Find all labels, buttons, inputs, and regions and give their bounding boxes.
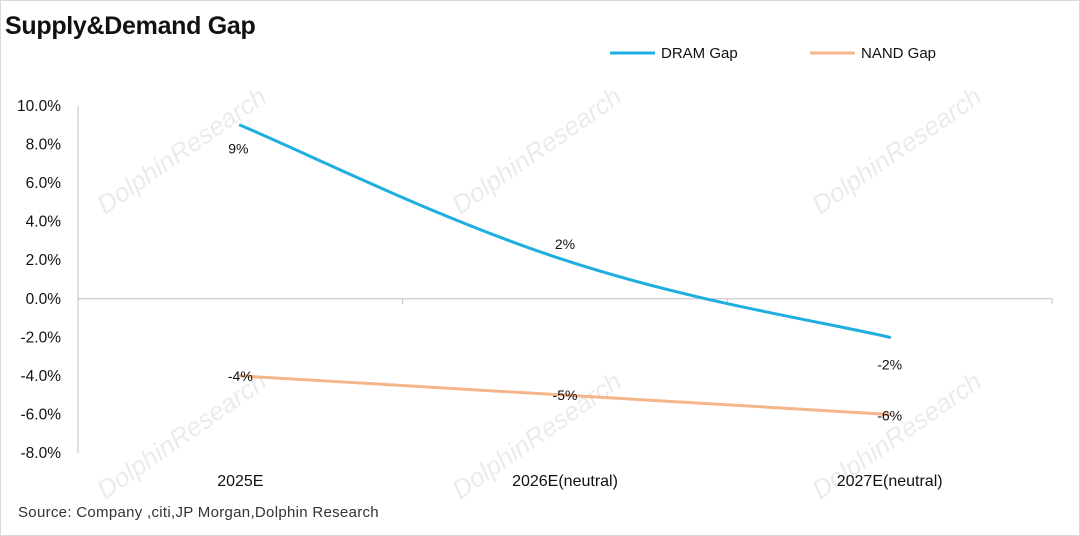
data-labels: 9% 2% -2% -4% -5% -6% (228, 140, 902, 423)
watermark-layer: DolphinResearch DolphinResearch DolphinRes… (91, 81, 987, 500)
legend-label: DRAM Gap (661, 45, 738, 62)
y-tick-label: 8.0% (26, 137, 62, 154)
data-label: 9% (228, 140, 248, 156)
y-tick-label: 2.0% (26, 252, 62, 269)
x-tick-label: 2027E(neutral) (837, 473, 943, 490)
chart-title: Supply&Demand Gap (5, 12, 256, 40)
series-line-nand-gap (238, 374, 892, 416)
y-tick-label: -4.0% (21, 368, 62, 385)
data-label: -6% (877, 407, 902, 423)
legend: DRAM Gap NAND Gap (610, 45, 936, 62)
data-label: -5% (553, 387, 578, 403)
source-note: Source: Company ,citi,JP Morgan,Dolphin … (18, 504, 379, 521)
series-layer (238, 123, 892, 416)
x-axis-ticks: 2025E 2026E(neutral) 2027E(neutral) (217, 473, 942, 490)
y-tick-label: 4.0% (26, 214, 62, 231)
data-label: -4% (228, 368, 253, 384)
watermark-text: DolphinResearch (446, 81, 627, 220)
line-chart: DolphinResearch DolphinResearch DolphinRes… (17, 45, 1053, 500)
axes (77, 106, 1053, 453)
y-tick-label: -6.0% (21, 406, 62, 423)
data-label: -2% (877, 356, 902, 372)
y-tick-label: 6.0% (26, 175, 62, 192)
series-line-dram-gap (238, 123, 892, 339)
watermark-text: DolphinResearch (806, 81, 987, 220)
y-tick-label: -8.0% (21, 445, 62, 462)
data-label: 2% (555, 236, 575, 252)
legend-label: NAND Gap (861, 45, 936, 62)
x-tick-label: 2026E(neutral) (512, 473, 618, 490)
y-tick-label: -2.0% (21, 329, 62, 346)
x-tick-label: 2025E (217, 473, 263, 490)
y-axis-ticks: 10.0% 8.0% 6.0% 4.0% 2.0% 0.0% -2.0% -4.0% -6.0%… (17, 98, 61, 462)
y-tick-label: 0.0% (26, 291, 62, 308)
y-tick-label: 10.0% (17, 98, 61, 115)
